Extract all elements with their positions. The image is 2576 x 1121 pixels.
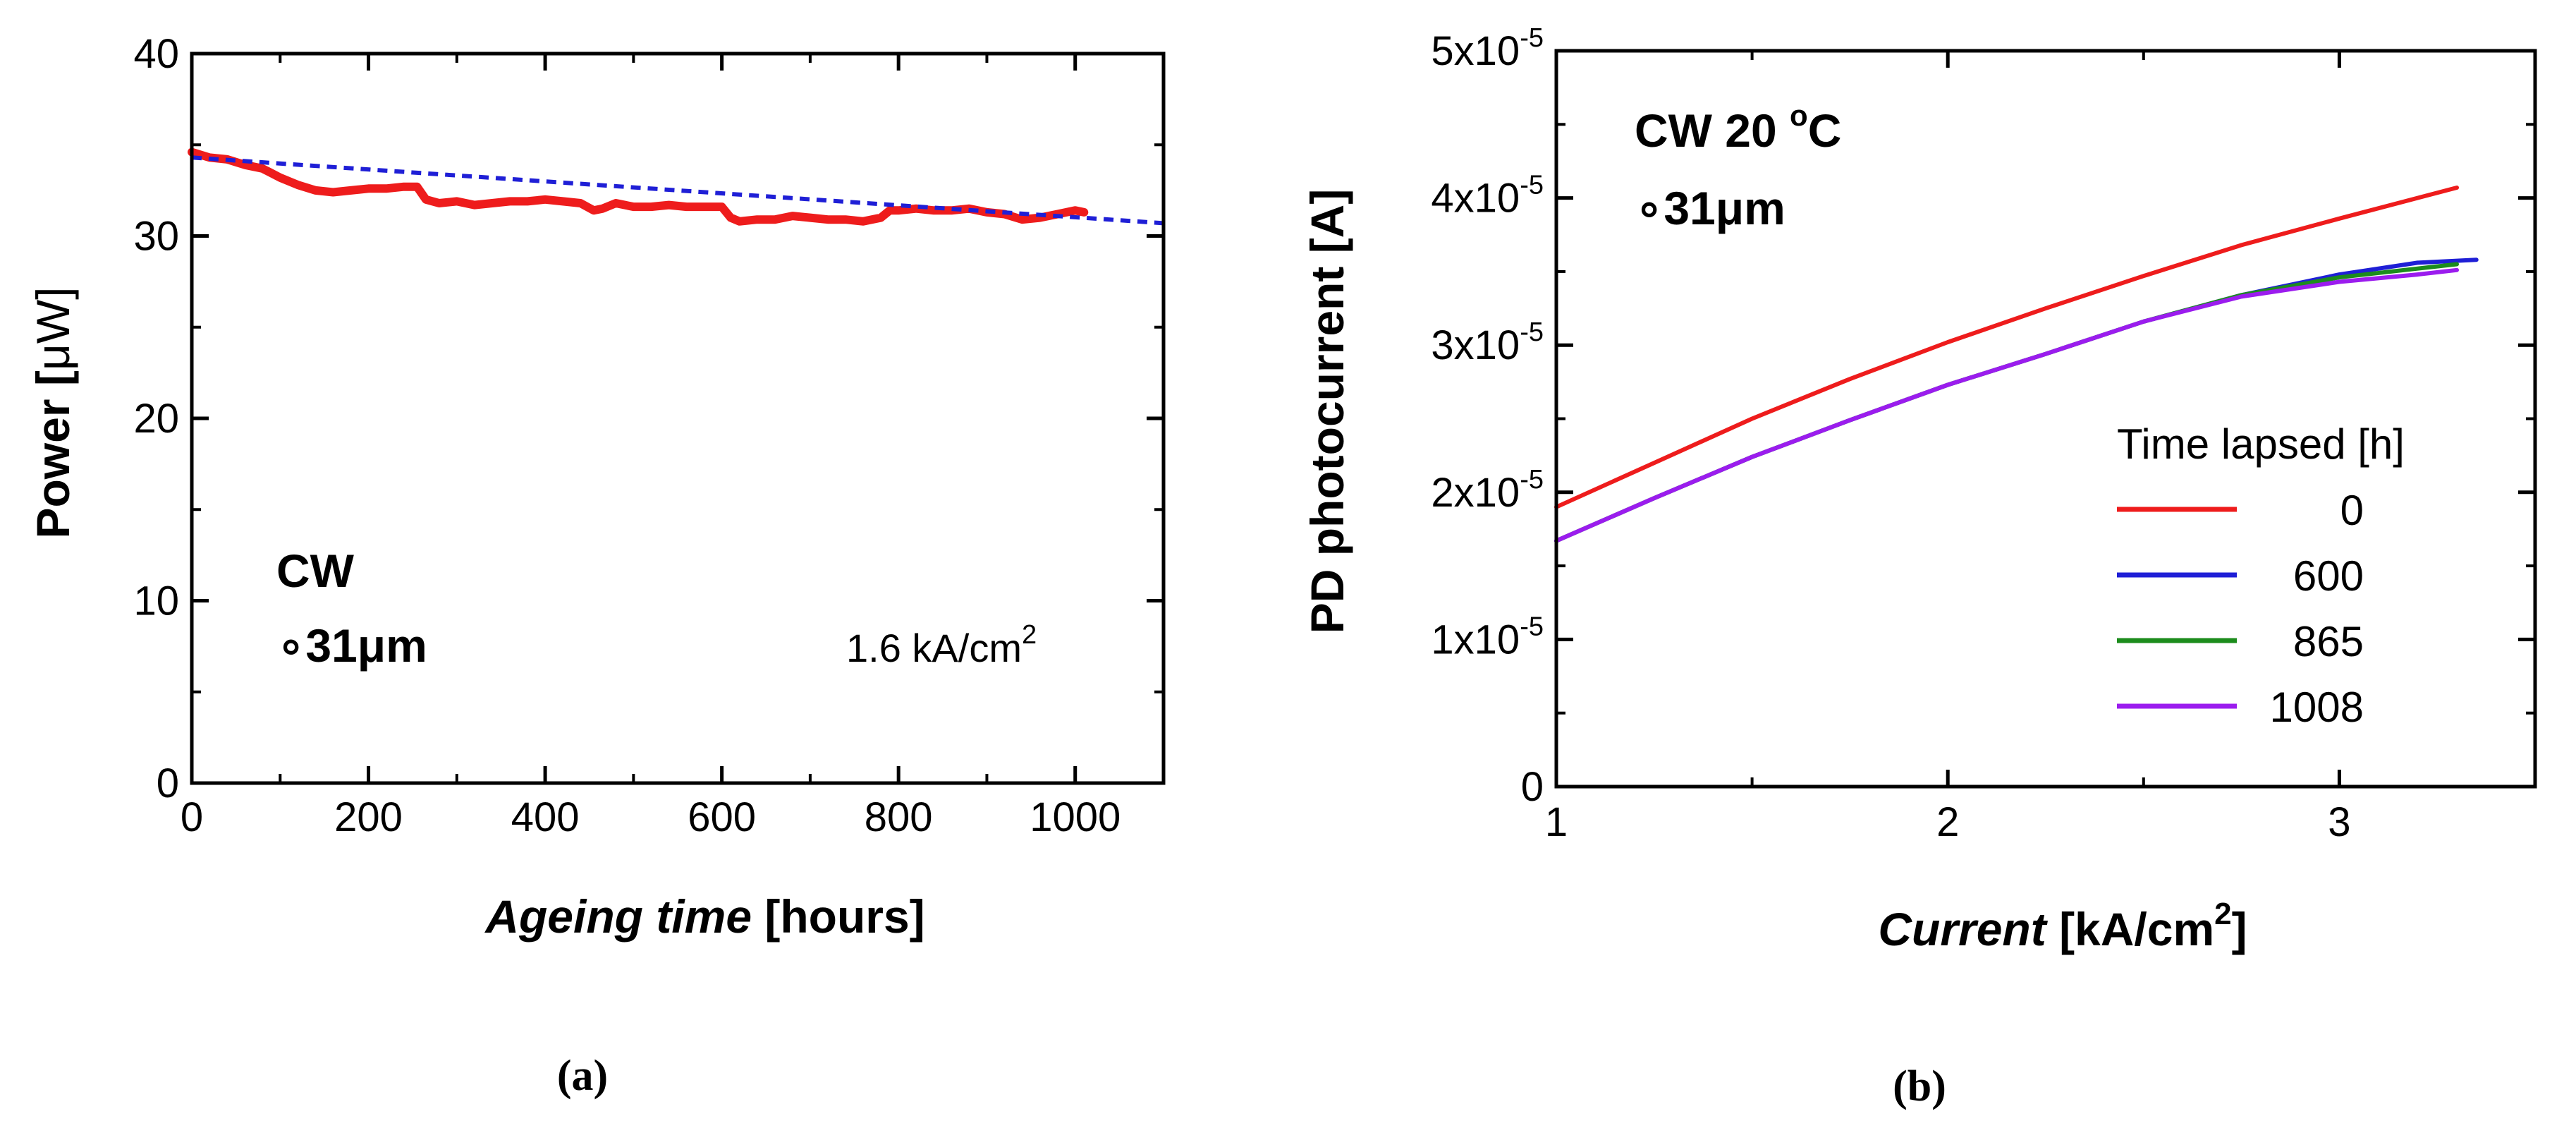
chart-b-ytick-label: 5x10-5 [1431, 23, 1544, 74]
chart-a-xlabel: Ageing time [hours] [484, 890, 924, 943]
chart-a-xtick-label: 200 [334, 794, 403, 840]
chart-b-ytick-label: 0 [1521, 764, 1544, 810]
chart-a-plot-frame [190, 51, 1166, 785]
chart-b-ytick-label: 1x10-5 [1431, 612, 1544, 662]
chart-b-ytick-exp: -5 [1520, 612, 1544, 641]
chart-b-xtick-label: 2 [1936, 799, 1959, 845]
legend-title: Time lapsed [h] [2117, 420, 2405, 468]
chart-b-ytick-exp: -5 [1520, 317, 1544, 347]
chart-a-xtick-label: 600 [688, 794, 756, 840]
chart-a-marks [188, 147, 1164, 226]
chart-a-xtick-label: 0 [181, 794, 203, 840]
chart-b-series-line-600 [1554, 257, 2479, 543]
chart-a-ytick-label: 30 [133, 214, 179, 260]
chart-b-ylabel: PD photocurrent [A] [1301, 189, 1353, 634]
chart-b-series-line-0 [1554, 186, 2459, 509]
chart-b-ytick-exp: -5 [1520, 465, 1544, 495]
chart-a-ytick-label: 20 [133, 396, 179, 442]
chart-b-series-line-865 [1554, 262, 2459, 543]
chart-b-panel-label: (b) [1893, 1062, 1946, 1110]
legend-label-865: 865 [2293, 618, 2364, 665]
chart-a-panel-label: (a) [557, 1052, 608, 1100]
chart-b-ytick-base: 4x10 [1431, 176, 1520, 222]
chart-b-ytick-label: 2x10-5 [1431, 465, 1544, 516]
chart-b-ytick-label: 4x10-5 [1431, 171, 1544, 222]
chart-a-ytick-label: 0 [157, 761, 179, 806]
chart-a-annotation-density: 1.6 kA/cm2 [846, 620, 1037, 670]
chart-b-annotation-condition: CW 20 oC [1635, 99, 1841, 157]
chart-a-annotation-diameter: ∘31μm [276, 619, 427, 672]
chart-b-ytick-exp: -5 [1520, 23, 1544, 53]
chart-a-xtick-label: 400 [511, 794, 580, 840]
legend-label-1008: 1008 [2270, 684, 2364, 731]
legend-label-0: 0 [2340, 487, 2364, 534]
chart-a: 0 200 400 600 800 1000 0 10 20 30 40 CW ∘31μm 1.6 … [27, 31, 1166, 1100]
chart-a-ytick-label: 10 [133, 578, 179, 624]
chart-b-plot-frame [1554, 49, 2537, 789]
chart-b-ytick-base: 1x10 [1431, 617, 1520, 662]
chart-b-series-line-1008 [1554, 267, 2459, 543]
chart-b-ytick-base: 2x10 [1431, 470, 1520, 516]
legend-label-600: 600 [2293, 552, 2364, 600]
chart-b-xtick-label: 1 [1545, 799, 1568, 845]
chart-a-annotation-mode: CW [276, 545, 355, 597]
chart-b-ytick-label: 3x10-5 [1431, 317, 1544, 368]
chart-a-series-line [188, 147, 1089, 226]
chart-b-ytick-base: 3x10 [1431, 322, 1520, 368]
chart-a-xtick-label: 800 [865, 794, 933, 840]
chart-b-annotation-diameter: ∘31μm [1635, 182, 1786, 234]
chart-b-marks [1554, 186, 2479, 543]
chart-b-xlabel: Current [kA/cm2] [1878, 897, 2247, 955]
chart-a-xtick-label: 1000 [1030, 794, 1121, 840]
chart-b-ytick-exp: -5 [1520, 171, 1544, 200]
chart-a-ticks: 0 200 400 600 800 1000 0 10 20 30 40 [133, 31, 1164, 840]
chart-a-ylabel: Power [μW] [27, 286, 79, 538]
chart-b-legend: Time lapsed [h] 0 600 865 1008 [2117, 420, 2405, 731]
chart-b-ytick-base: 5x10 [1431, 28, 1520, 74]
chart-a-ytick-label: 40 [133, 31, 179, 77]
chart-b-xtick-label: 3 [2328, 799, 2350, 845]
